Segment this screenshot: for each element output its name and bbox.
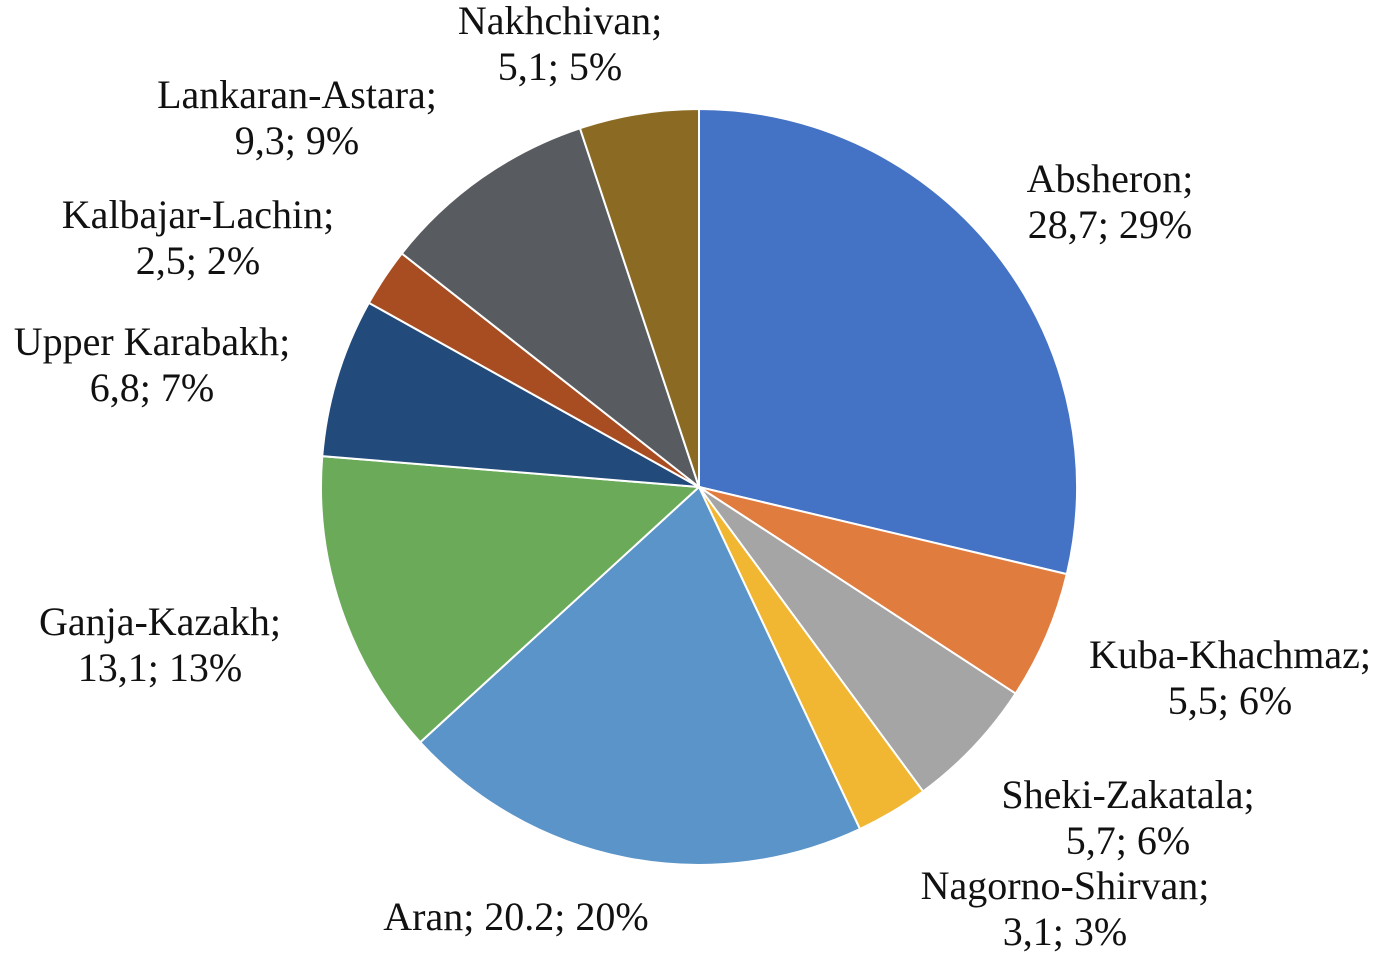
pie-slices — [319, 107, 1078, 866]
data-label-line: Nagorno-Shirvan; — [921, 863, 1210, 908]
data-label-line: Aran; 20.2; 20% — [383, 894, 649, 939]
data-label-ganja-kazakh: Ganja-Kazakh; 13,1; 13% — [39, 599, 281, 690]
data-label-line: Ganja-Kazakh; — [39, 599, 281, 644]
pie-slice-kuba-khachmaz — [698, 486, 1069, 695]
pie-slice-upper-karabakh — [321, 301, 700, 488]
pie-slice-ganja-kazakh — [319, 455, 702, 744]
data-label-line: Nakhchivan; — [458, 0, 662, 43]
data-label-nagorno-shirvan: Nagorno-Shirvan; 3,1; 3% — [921, 863, 1210, 954]
data-label-line: Upper Karabakh; — [14, 319, 291, 364]
data-label-line: 5,7; 6% — [1066, 818, 1190, 863]
pie-slice-sheki-zakatala — [698, 486, 1017, 793]
data-label-line: 5,5; 6% — [1168, 678, 1292, 723]
data-label-line: Kalbajar-Lachin; — [62, 192, 334, 237]
pie-slice-aran — [418, 485, 862, 866]
data-label-line: 9,3; 9% — [235, 118, 359, 163]
data-label-upper-karabakh: Upper Karabakh; 6,8; 7% — [14, 319, 291, 410]
data-label-line: 5,1; 5% — [498, 44, 622, 89]
pie-slice-nakhchivan — [578, 107, 700, 488]
data-label-nakhchivan: Nakhchivan; 5,1; 5% — [458, 0, 662, 89]
data-label-line: 3,1; 3% — [1003, 909, 1127, 954]
data-label-line: Sheki-Zakatala; — [1001, 772, 1254, 817]
data-label-aran: Aran; 20.2; 20% — [383, 894, 649, 939]
data-label-kalbajar-lachin: Kalbajar-Lachin; 2,5; 2% — [62, 192, 334, 283]
pie-slice-absheron — [698, 107, 1078, 576]
data-label-line: 6,8; 7% — [90, 365, 214, 410]
data-label-absheron: Absheron; 28,7; 29% — [1027, 156, 1194, 247]
data-label-line: Absheron; — [1027, 156, 1194, 201]
data-label-line: Kuba-Khachmaz; — [1089, 632, 1371, 677]
data-label-line: 28,7; 29% — [1028, 202, 1192, 247]
data-label-kuba-khachmaz: Kuba-Khachmaz; 5,5; 6% — [1089, 632, 1371, 723]
data-label-sheki-zakatala: Sheki-Zakatala; 5,7; 6% — [1001, 772, 1254, 863]
data-label-line: 2,5; 2% — [136, 238, 260, 283]
pie-slice-lankaran-astara — [400, 126, 701, 490]
pie-labels: Absheron; 28,7; 29% Kuba-Khachmaz; 5,5; 6% S… — [14, 0, 1371, 954]
data-label-line: 13,1; 13% — [78, 645, 242, 690]
data-label-line: Lankaran-Astara; — [157, 72, 437, 117]
data-label-lankaran-astara: Lankaran-Astara; 9,3; 9% — [157, 72, 437, 163]
